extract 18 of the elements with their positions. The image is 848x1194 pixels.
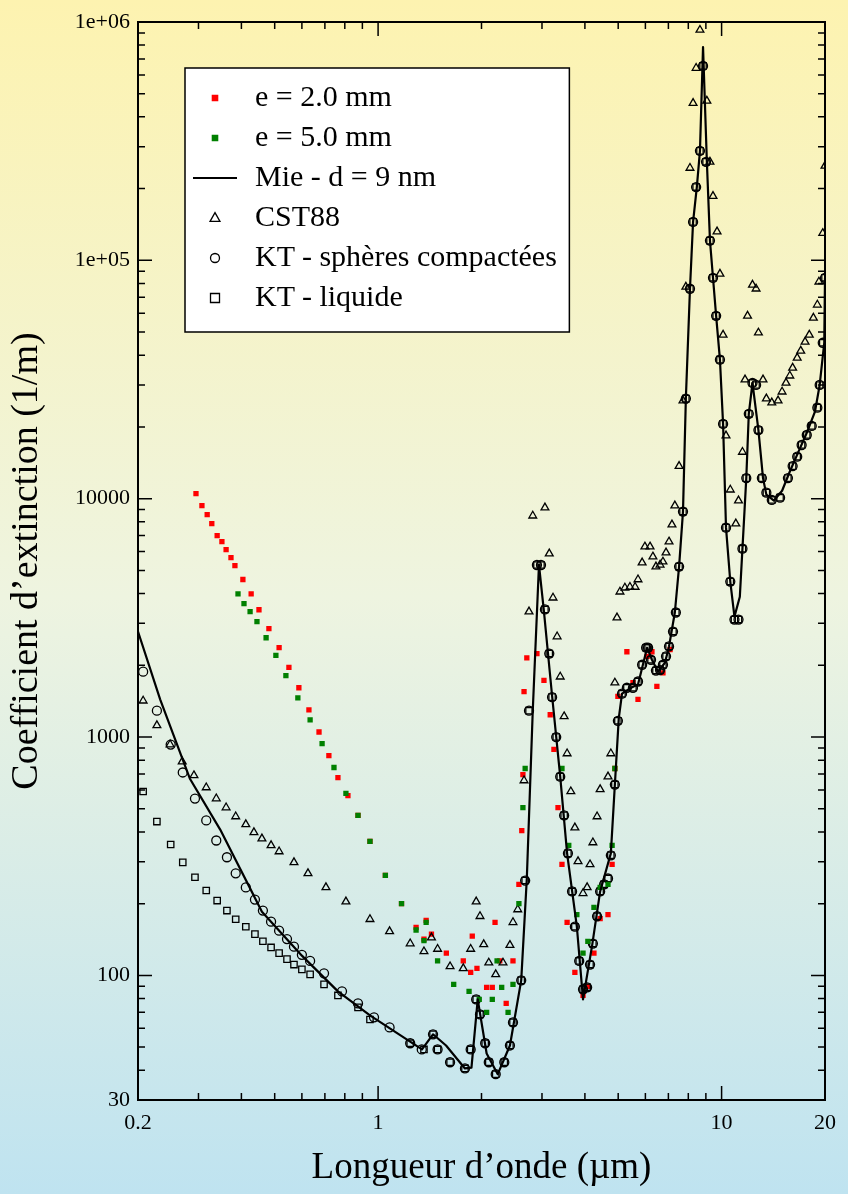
y-tick-label: 100 bbox=[97, 961, 130, 987]
x-tick-label: 1 bbox=[372, 1108, 384, 1134]
legend-label: KT - sphères compactées bbox=[255, 238, 557, 272]
y-tick-label: 10000 bbox=[75, 484, 130, 510]
y-tick-label: 1e+06 bbox=[74, 7, 130, 33]
x-axis-title: Longueur d’onde (µm) bbox=[311, 1144, 652, 1187]
x-tick-label: 20 bbox=[814, 1108, 836, 1134]
legend-label: Mie - d = 9 nm bbox=[255, 158, 437, 192]
legend-label: e = 5.0 mm bbox=[255, 118, 392, 152]
y-tick-label: 30 bbox=[108, 1085, 130, 1111]
x-tick-label: 10 bbox=[710, 1108, 733, 1134]
y-tick-label: 1e+05 bbox=[74, 246, 130, 272]
legend-label: CST88 bbox=[255, 198, 341, 232]
y-tick-label: 1000 bbox=[86, 722, 130, 748]
x-tick-label: 0.2 bbox=[124, 1108, 152, 1134]
y-axis-title: Coefficient d’extinction (1/m) bbox=[2, 332, 46, 790]
legend-label: KT - liquide bbox=[255, 278, 403, 312]
legend-label: e = 2.0 mm bbox=[255, 78, 392, 112]
